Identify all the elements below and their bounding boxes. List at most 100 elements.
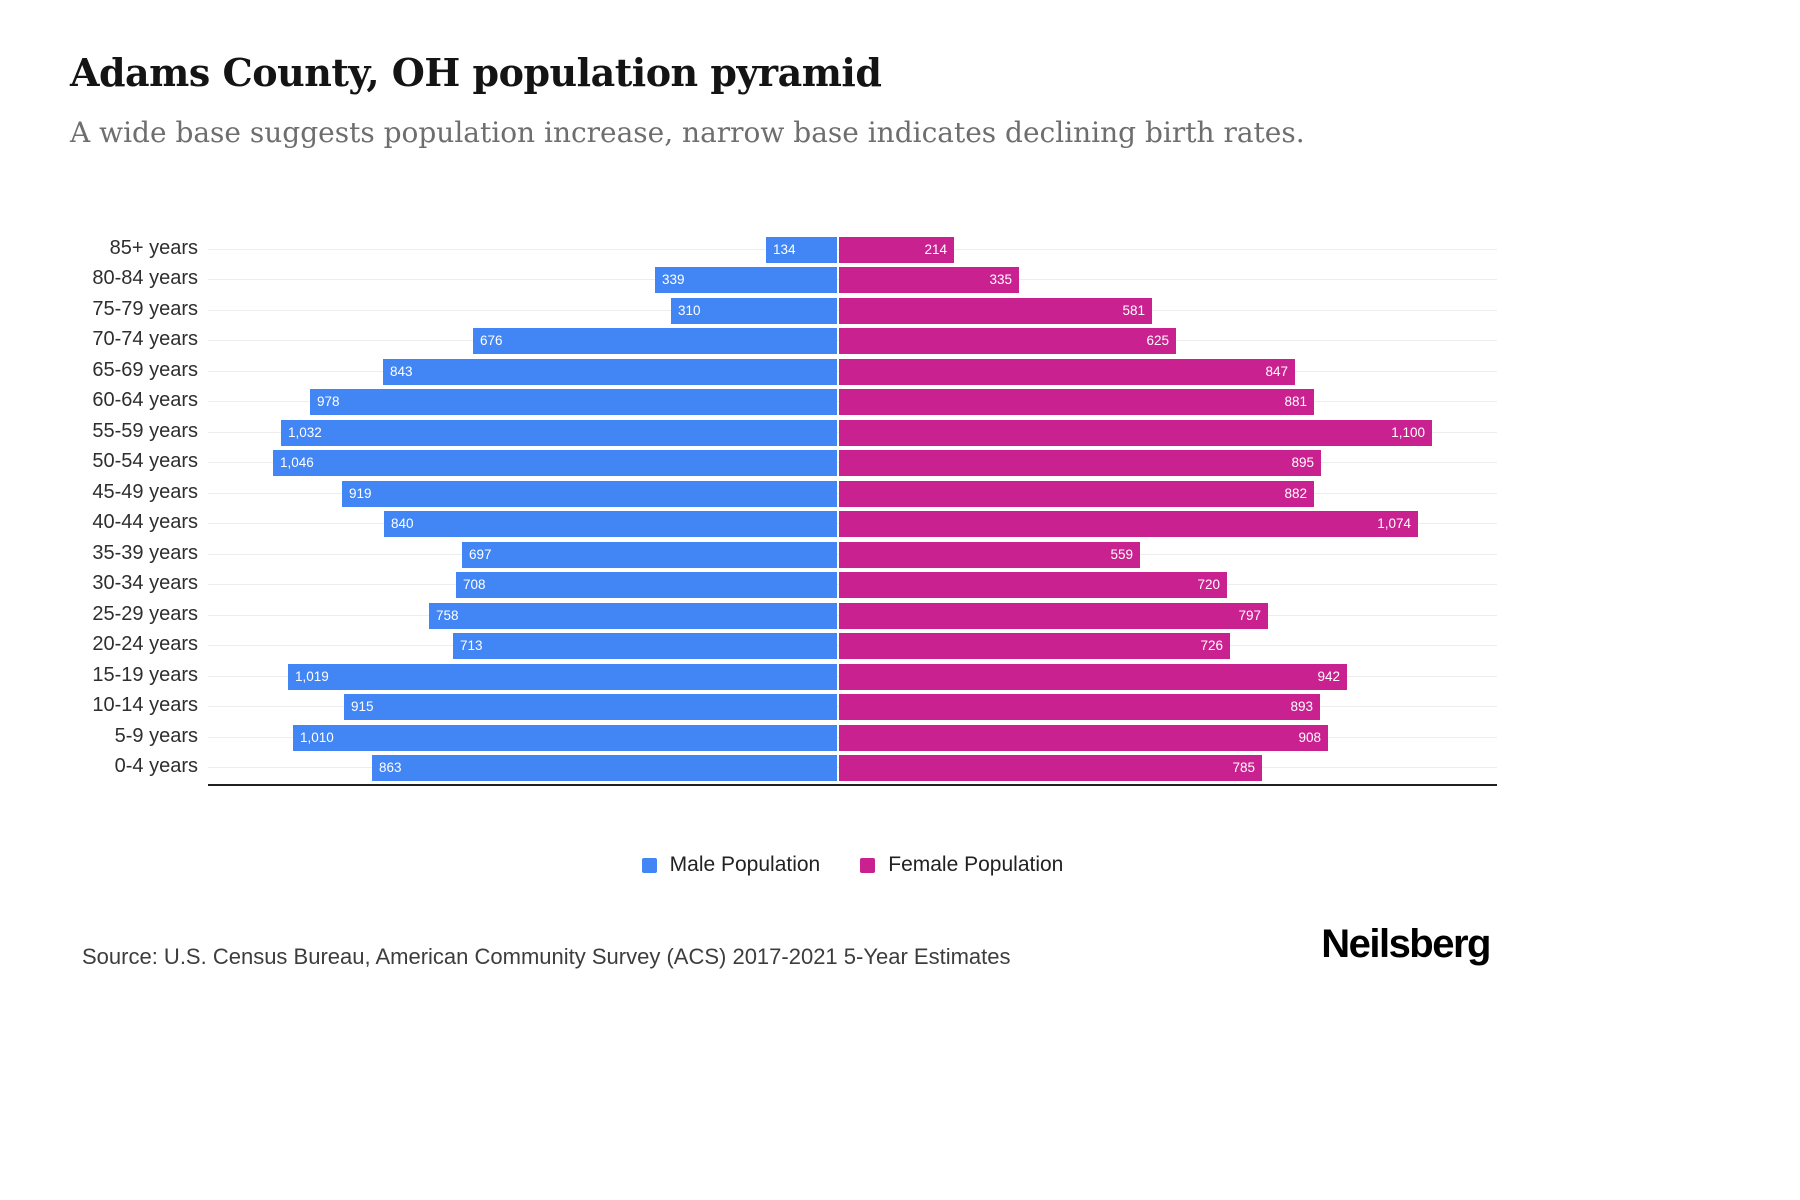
bar-value-label: 797 — [1238, 608, 1261, 623]
female-series-swatch-icon — [860, 857, 876, 873]
male-bar-25-29-years[interactable]: 758 — [429, 603, 837, 629]
page-title: Adams County, OH population pyramid — [70, 50, 882, 95]
brand-logo: Neilsberg — [1321, 922, 1491, 966]
age-label: 80-84 years — [92, 267, 198, 289]
bar-value-label: 847 — [1265, 364, 1288, 379]
source-note: Source: U.S. Census Bureau, American Com… — [82, 944, 1011, 969]
bar-value-label: 713 — [460, 638, 483, 653]
bar-value-label: 785 — [1232, 760, 1255, 775]
male-bar-45-49-years[interactable]: 919 — [342, 481, 837, 507]
male-bar-55-59-years[interactable]: 1,032 — [281, 420, 837, 446]
female-bar-0-4-years[interactable]: 785 — [839, 755, 1262, 781]
male-series-swatch-icon — [641, 857, 657, 873]
bar-value-label: 843 — [390, 364, 413, 379]
age-label: 30-34 years — [92, 572, 198, 594]
bar-value-label: 559 — [1110, 547, 1133, 562]
age-label: 85+ years — [109, 237, 198, 259]
age-label: 35-39 years — [92, 542, 198, 564]
male-bar-80-84-years[interactable]: 339 — [655, 267, 837, 293]
bar-value-label: 335 — [989, 272, 1012, 287]
age-label: 0-4 years — [114, 755, 198, 777]
male-bar-30-34-years[interactable]: 708 — [456, 572, 837, 598]
bar-value-label: 1,100 — [1391, 425, 1425, 440]
bar-value-label: 339 — [662, 272, 685, 287]
male-bar-65-69-years[interactable]: 843 — [383, 359, 837, 385]
female-bar-75-79-years[interactable]: 581 — [839, 298, 1152, 324]
female-bar-80-84-years[interactable]: 335 — [839, 267, 1019, 293]
age-label: 10-14 years — [92, 694, 198, 716]
bar-value-label: 1,046 — [280, 455, 314, 470]
male-bar-75-79-years[interactable]: 310 — [671, 298, 837, 324]
bar-value-label: 942 — [1317, 669, 1340, 684]
bar-value-label: 676 — [480, 333, 503, 348]
female-bar-55-59-years[interactable]: 1,100 — [839, 420, 1432, 446]
x-axis-line — [208, 784, 1497, 786]
female-bar-35-39-years[interactable]: 559 — [839, 542, 1140, 568]
male-bar-85+-years[interactable]: 134 — [766, 237, 837, 263]
bar-value-label: 895 — [1291, 455, 1314, 470]
bar-value-label: 581 — [1122, 303, 1145, 318]
chart-legend: Male Population Female Population — [208, 853, 1497, 877]
female-bar-15-19-years[interactable]: 942 — [839, 664, 1347, 690]
bar-value-label: 1,010 — [300, 730, 334, 745]
female-bar-50-54-years[interactable]: 895 — [839, 450, 1321, 476]
age-label: 15-19 years — [92, 664, 198, 686]
male-bar-40-44-years[interactable]: 840 — [384, 511, 837, 537]
female-bar-85+-years[interactable]: 214 — [839, 237, 954, 263]
bar-value-label: 134 — [773, 242, 796, 257]
bar-value-label: 978 — [317, 394, 340, 409]
bar-value-label: 1,074 — [1377, 516, 1411, 531]
bar-value-label: 882 — [1284, 486, 1307, 501]
legend-label-male: Male Population — [669, 853, 821, 876]
male-bar-10-14-years[interactable]: 915 — [344, 694, 837, 720]
bar-value-label: 625 — [1146, 333, 1169, 348]
male-bar-5-9-years[interactable]: 1,010 — [293, 725, 837, 751]
male-bar-20-24-years[interactable]: 713 — [453, 633, 837, 659]
bar-value-label: 720 — [1197, 577, 1220, 592]
bar-value-label: 893 — [1290, 699, 1313, 714]
female-bar-40-44-years[interactable]: 1,074 — [839, 511, 1418, 537]
bar-value-label: 1,032 — [288, 425, 322, 440]
bar-value-label: 919 — [349, 486, 372, 501]
bar-value-label: 881 — [1284, 394, 1307, 409]
female-bar-20-24-years[interactable]: 726 — [839, 633, 1230, 659]
legend-label-female: Female Population — [888, 853, 1064, 876]
age-label: 75-79 years — [92, 298, 198, 320]
bar-value-label: 708 — [463, 577, 486, 592]
age-label: 5-9 years — [114, 725, 198, 747]
age-label: 20-24 years — [92, 633, 198, 655]
male-bar-50-54-years[interactable]: 1,046 — [273, 450, 837, 476]
bar-value-label: 915 — [351, 699, 374, 714]
female-bar-65-69-years[interactable]: 847 — [839, 359, 1295, 385]
male-bar-0-4-years[interactable]: 863 — [372, 755, 837, 781]
bar-value-label: 1,019 — [295, 669, 329, 684]
bar-value-label: 726 — [1200, 638, 1223, 653]
age-label: 45-49 years — [92, 481, 198, 503]
male-bar-35-39-years[interactable]: 697 — [462, 542, 837, 568]
bar-value-label: 908 — [1298, 730, 1321, 745]
age-label: 60-64 years — [92, 389, 198, 411]
bar-value-label: 840 — [391, 516, 414, 531]
male-bar-15-19-years[interactable]: 1,019 — [288, 664, 837, 690]
female-bar-45-49-years[interactable]: 882 — [839, 481, 1314, 507]
bar-value-label: 863 — [379, 760, 402, 775]
female-bar-10-14-years[interactable]: 893 — [839, 694, 1320, 720]
male-bar-60-64-years[interactable]: 978 — [310, 389, 837, 415]
bar-value-label: 758 — [436, 608, 459, 623]
bar-value-label: 697 — [469, 547, 492, 562]
female-bar-70-74-years[interactable]: 625 — [839, 328, 1176, 354]
female-bar-60-64-years[interactable]: 881 — [839, 389, 1314, 415]
female-bar-25-29-years[interactable]: 797 — [839, 603, 1268, 629]
female-bar-5-9-years[interactable]: 908 — [839, 725, 1328, 751]
bar-value-label: 214 — [924, 242, 947, 257]
female-bar-30-34-years[interactable]: 720 — [839, 572, 1227, 598]
bar-value-label: 310 — [678, 303, 701, 318]
page-subtitle: A wide base suggests population increase… — [70, 116, 1305, 149]
age-label: 70-74 years — [92, 328, 198, 350]
age-label: 50-54 years — [92, 450, 198, 472]
age-label: 25-29 years — [92, 603, 198, 625]
age-label: 55-59 years — [92, 420, 198, 442]
male-bar-70-74-years[interactable]: 676 — [473, 328, 837, 354]
